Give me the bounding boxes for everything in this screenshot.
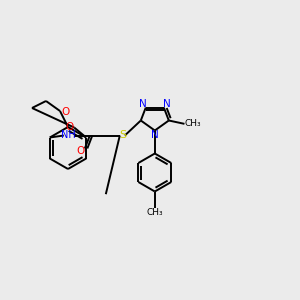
Text: CH₃: CH₃ [184,119,201,128]
Text: O: O [77,146,85,155]
Text: O: O [65,122,73,131]
Text: NH: NH [61,130,76,140]
Text: N: N [163,99,171,109]
Text: N: N [151,130,159,140]
Text: N: N [139,99,146,109]
Text: O: O [61,107,69,117]
Text: S: S [119,130,126,140]
Text: CH₃: CH₃ [146,208,163,217]
